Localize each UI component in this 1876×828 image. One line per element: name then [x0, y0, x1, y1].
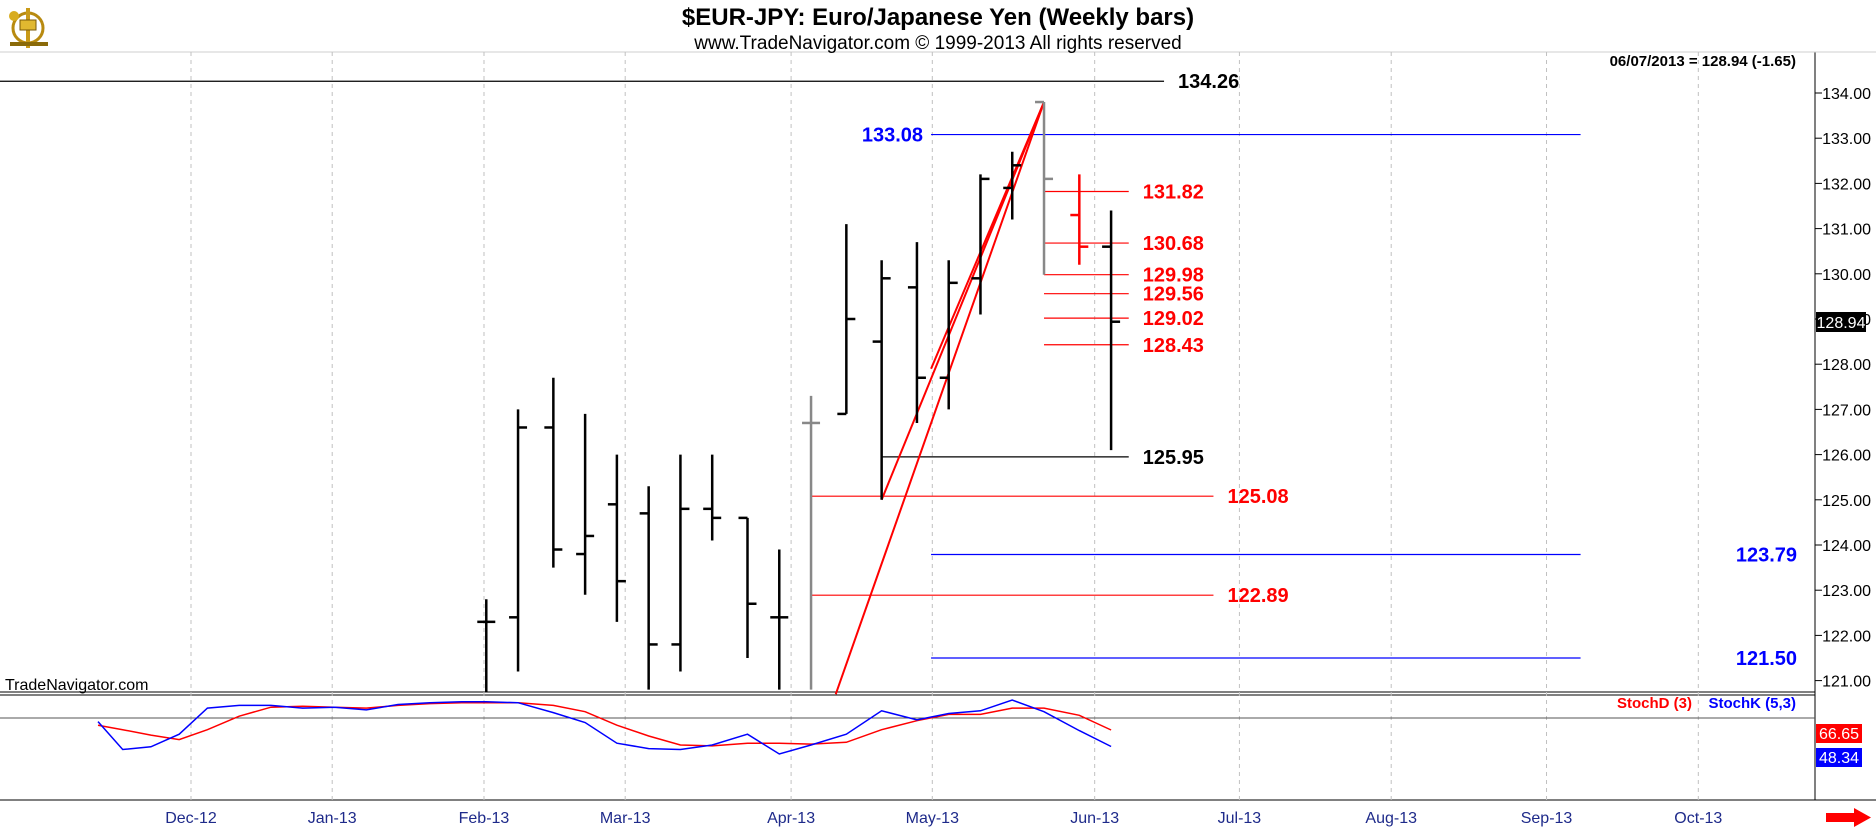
price-tick-label-6: 127.00: [1822, 402, 1871, 419]
price-tick-label-12: 133.00: [1822, 131, 1871, 148]
time-axis-labels: Dec-12 Jan-13 Feb-13 Mar-13 Apr-13 May-13 Jun-…: [165, 810, 1722, 827]
price-tick-label-4: 125.00: [1822, 493, 1871, 510]
price-tick-label-10: 131.00: [1822, 222, 1871, 239]
last-quote: 06/07/2013 = 128.94 (-1.65): [1610, 53, 1796, 70]
ohlc-bar-6: [671, 454, 690, 672]
ohlc-bar-4: [607, 454, 626, 622]
date-label-8: Aug-13: [1365, 810, 1417, 827]
stoch-d-legend: StochD (3): [1617, 695, 1692, 712]
price-tick-label-13: 134.00: [1822, 86, 1871, 103]
ohlc-bar-0: [477, 599, 496, 692]
copyright-line: www.TradeNavigator.com © 1999-2013 All r…: [693, 33, 1181, 54]
ohlc-bar-12: [872, 260, 891, 500]
last-price-box: [1816, 312, 1866, 332]
date-label-10: Oct-13: [1674, 810, 1722, 827]
level-label-10: 123.79: [1736, 544, 1797, 566]
price-tick-label-3: 124.00: [1822, 538, 1871, 555]
ohlc-bar-3: [576, 413, 595, 595]
ohlc-bar-14: [939, 260, 958, 410]
price-tick-label-7: 128.00: [1822, 357, 1871, 374]
stoch-k-value-box: [1816, 748, 1862, 767]
price-bars: [477, 100, 1121, 692]
price-tick-label-5: 126.00: [1822, 448, 1871, 465]
price-tick-label-2: 123.00: [1822, 583, 1871, 600]
stoch-k-legend: StochK (5,3): [1708, 695, 1796, 712]
ohlc-bar-5: [639, 486, 658, 690]
ohlc-bar-16: [1003, 151, 1022, 220]
ohlc-bar-18: [1070, 174, 1089, 265]
price-tick-label-0: 121.00: [1822, 674, 1871, 691]
level-label-11: 122.89: [1227, 585, 1288, 607]
price-axis-panel: [1815, 52, 1876, 828]
sextant-logo-icon: [9, 8, 48, 48]
ohlc-bar-1: [509, 409, 528, 672]
date-label-2: Feb-13: [459, 810, 510, 827]
ohlc-bar-13: [907, 242, 926, 423]
date-label-3: Mar-13: [600, 810, 651, 827]
ohlc-bar-17: [1035, 100, 1054, 275]
stoch-d-value-box: [1816, 724, 1862, 743]
stoch-k-line: [97, 699, 1112, 755]
ohlc-bar-8: [738, 516, 757, 658]
watermark: TradeNavigator.com: [5, 677, 148, 694]
level-label-8: 125.95: [1143, 447, 1204, 469]
level-label-5: 129.56: [1143, 284, 1204, 306]
date-label-5: May-13: [906, 810, 959, 827]
level-label-9: 125.08: [1227, 486, 1288, 508]
level-label-6: 129.02: [1143, 308, 1204, 330]
level-label-3: 130.68: [1143, 233, 1204, 255]
ohlc-bar-9: [770, 549, 789, 690]
ohlc-bar-7: [703, 454, 722, 541]
date-label-9: Sep-13: [1521, 810, 1573, 827]
level-label-1: 133.08: [862, 125, 923, 147]
level-label-12: 121.50: [1736, 648, 1797, 670]
level-label-4: 129.98: [1143, 265, 1204, 287]
stoch-k-value: 48.34: [1819, 750, 1859, 767]
stoch-d-value: 66.65: [1819, 726, 1859, 743]
ohlc-bar-11: [837, 224, 856, 416]
ohlc-bar-2: [544, 377, 563, 568]
ohlc-bar-19: [1102, 210, 1121, 451]
price-tick-label-11: 132.00: [1822, 176, 1871, 193]
date-label-7: Jul-13: [1218, 810, 1262, 827]
chart-title: $EUR-JPY: Euro/Japanese Yen (Weekly bars…: [682, 4, 1194, 31]
trendline-1: [834, 101, 1045, 695]
level-label-2: 131.82: [1143, 182, 1204, 204]
date-label-0: Dec-12: [165, 810, 217, 827]
ohlc-bar-15: [971, 174, 990, 315]
level-label-7: 128.43: [1143, 335, 1204, 357]
date-label-6: Jun-13: [1070, 810, 1119, 827]
stoch-d-line: [97, 701, 1112, 747]
date-label-1: Jan-13: [308, 810, 357, 827]
ohlc-bar-10: [802, 395, 821, 690]
horizontal-levels: 134.26 133.08 131.82 130.68 129.98129.56129.…: [0, 71, 1797, 670]
price-tick-label-1: 122.00: [1822, 628, 1871, 645]
price-tick-label-9: 130.00: [1822, 267, 1871, 284]
date-label-4: Apr-13: [767, 810, 815, 827]
level-label-0: 134.26: [1178, 71, 1239, 93]
stochastic-panel: [0, 699, 1815, 755]
last-price-label: 128.94: [1817, 315, 1866, 332]
right-arrow-icon[interactable]: [1826, 808, 1871, 827]
